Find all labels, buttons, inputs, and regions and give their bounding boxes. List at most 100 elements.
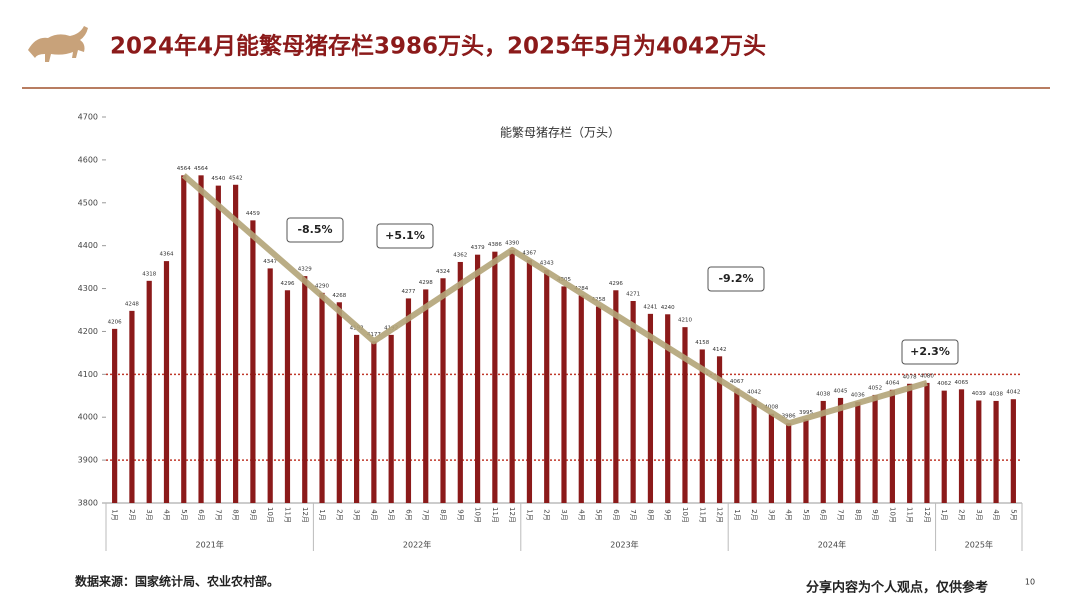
bar bbox=[768, 413, 774, 503]
x-tick-label: 2月 bbox=[335, 509, 343, 520]
logo bbox=[28, 26, 88, 62]
bar bbox=[405, 298, 412, 503]
y-tick-label: 4700 bbox=[78, 113, 98, 122]
bar bbox=[976, 400, 982, 503]
bar bbox=[889, 389, 895, 503]
bar bbox=[146, 280, 152, 503]
value-label: 4038 bbox=[816, 391, 830, 397]
x-tick-label: 6月 bbox=[819, 509, 827, 520]
value-label: 4298 bbox=[419, 280, 433, 286]
value-label: 4258 bbox=[592, 297, 606, 303]
bar bbox=[198, 175, 204, 503]
annotation: -8.5% bbox=[297, 223, 332, 236]
bar bbox=[250, 220, 256, 503]
bar bbox=[561, 286, 567, 503]
bar bbox=[941, 390, 947, 503]
value-label: 4564 bbox=[177, 166, 191, 172]
x-tick-label: 10月 bbox=[474, 507, 482, 523]
value-label: 4343 bbox=[540, 261, 554, 267]
value-label: 4008 bbox=[764, 404, 778, 410]
value-label: 4390 bbox=[505, 240, 519, 246]
x-tick-label: 2月 bbox=[750, 509, 758, 520]
x-tick-label: 4月 bbox=[370, 509, 378, 520]
bar bbox=[423, 289, 429, 503]
x-tick-label: 1月 bbox=[111, 509, 119, 520]
x-tick-label: 5月 bbox=[802, 509, 810, 520]
y-tick-label: 4300 bbox=[78, 284, 98, 293]
page-number: 10 bbox=[1025, 578, 1035, 587]
value-label: 4364 bbox=[159, 252, 173, 258]
value-label: 4540 bbox=[211, 176, 225, 182]
value-label: 4042 bbox=[1006, 390, 1020, 396]
page-title: 2024年4月能繁母猪存栏3986万头，2025年5月为4042万头 bbox=[110, 33, 766, 60]
x-group-label: 2023年 bbox=[610, 540, 638, 550]
bar bbox=[181, 175, 187, 503]
bar bbox=[613, 290, 619, 503]
annotation-box bbox=[376, 223, 434, 249]
chart-title: 能繁母猪存栏（万头） bbox=[500, 125, 620, 140]
bar bbox=[907, 383, 913, 503]
x-tick-label: 9月 bbox=[456, 509, 464, 520]
x-tick-label: 9月 bbox=[249, 509, 257, 520]
value-label: 4177 bbox=[367, 332, 381, 338]
value-label: 4042 bbox=[747, 390, 761, 396]
value-label: 4386 bbox=[488, 242, 502, 248]
value-label: 4064 bbox=[885, 380, 899, 386]
value-label: 4290 bbox=[315, 283, 329, 289]
x-tick-label: 7月 bbox=[629, 509, 637, 520]
y-tick-label: 4200 bbox=[78, 327, 98, 336]
bar bbox=[474, 254, 481, 503]
value-label: 3995 bbox=[799, 410, 813, 416]
bar bbox=[993, 400, 999, 503]
x-tick-label: 1月 bbox=[940, 509, 948, 520]
value-label: 4296 bbox=[280, 281, 294, 287]
annotation-box bbox=[286, 217, 344, 243]
value-label: 4039 bbox=[972, 391, 986, 397]
value-label: 4459 bbox=[246, 211, 260, 217]
trend-line bbox=[181, 173, 928, 427]
bar bbox=[855, 401, 861, 503]
bar bbox=[699, 349, 705, 503]
bar bbox=[215, 185, 221, 503]
value-label: 4324 bbox=[436, 269, 450, 275]
x-tick-label: 1月 bbox=[733, 509, 741, 520]
bar bbox=[302, 276, 308, 503]
bar bbox=[457, 261, 463, 503]
x-tick-label: 5月 bbox=[1009, 509, 1017, 520]
value-label: 4542 bbox=[229, 175, 243, 181]
x-tick-label: 7月 bbox=[837, 509, 845, 520]
x-tick-label: 1月 bbox=[525, 509, 533, 520]
x-tick-label: 3月 bbox=[145, 509, 153, 520]
x-tick-label: 9月 bbox=[664, 509, 672, 520]
x-tick-label: 12月 bbox=[716, 507, 724, 523]
x-tick-label: 7月 bbox=[214, 509, 222, 520]
value-label: 4329 bbox=[298, 267, 312, 273]
bar bbox=[665, 314, 671, 503]
x-tick-label: 10月 bbox=[888, 507, 896, 523]
x-tick-label: 11月 bbox=[491, 507, 499, 523]
x-tick-label: 5月 bbox=[180, 509, 188, 520]
y-tick-label: 3900 bbox=[78, 456, 98, 465]
bar bbox=[682, 327, 688, 503]
y-tick-label: 3800 bbox=[78, 499, 98, 508]
x-tick-label: 5月 bbox=[387, 509, 395, 520]
x-tick-label: 9月 bbox=[871, 509, 879, 520]
annotation: -9.2% bbox=[718, 272, 753, 285]
x-tick-label: 1月 bbox=[318, 509, 326, 520]
x-tick-label: 7月 bbox=[422, 509, 430, 520]
x-tick-label: 12月 bbox=[301, 507, 309, 523]
bar bbox=[112, 328, 118, 503]
x-tick-label: 11月 bbox=[283, 507, 291, 523]
value-label: 4080 bbox=[920, 373, 934, 379]
bar bbox=[129, 310, 135, 503]
bar bbox=[647, 313, 654, 503]
x-tick-label: 12月 bbox=[923, 507, 931, 523]
bar bbox=[734, 388, 740, 503]
value-label: 4078 bbox=[903, 374, 917, 380]
bar bbox=[578, 295, 584, 503]
value-label: 4210 bbox=[678, 318, 692, 324]
value-label: 4052 bbox=[868, 385, 882, 391]
x-tick-label: 10月 bbox=[681, 507, 689, 523]
value-label: 4065 bbox=[955, 380, 969, 386]
value-label: 4271 bbox=[626, 291, 640, 297]
